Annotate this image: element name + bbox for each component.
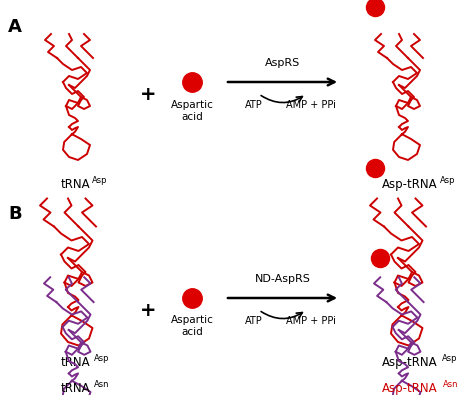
Text: AMP + PPi: AMP + PPi bbox=[286, 316, 336, 326]
Text: ATP: ATP bbox=[245, 316, 263, 326]
Text: tRNA: tRNA bbox=[60, 382, 90, 395]
Text: Asn: Asn bbox=[443, 380, 458, 389]
Text: ATP: ATP bbox=[245, 100, 263, 110]
Text: Asp-tRNA: Asp-tRNA bbox=[382, 356, 438, 369]
Text: Asp: Asp bbox=[92, 176, 108, 185]
Text: Asp: Asp bbox=[442, 354, 457, 363]
Text: +: + bbox=[140, 85, 156, 105]
Text: Asn: Asn bbox=[94, 380, 109, 389]
Text: Asp: Asp bbox=[440, 176, 456, 185]
Text: Asp-tRNA: Asp-tRNA bbox=[382, 382, 438, 395]
Text: Asp-tRNA: Asp-tRNA bbox=[382, 178, 438, 191]
Text: Aspartic
acid: Aspartic acid bbox=[171, 100, 213, 122]
Text: B: B bbox=[8, 205, 22, 223]
Text: AspRS: AspRS bbox=[265, 58, 300, 68]
Text: +: + bbox=[140, 301, 156, 320]
Text: ND-AspRS: ND-AspRS bbox=[255, 274, 310, 284]
Text: A: A bbox=[8, 18, 22, 36]
Text: tRNA: tRNA bbox=[60, 356, 90, 369]
Text: Aspartic
acid: Aspartic acid bbox=[171, 315, 213, 337]
Text: tRNA: tRNA bbox=[60, 178, 90, 191]
Text: AMP + PPi: AMP + PPi bbox=[286, 100, 336, 110]
Text: Asp: Asp bbox=[94, 354, 109, 363]
